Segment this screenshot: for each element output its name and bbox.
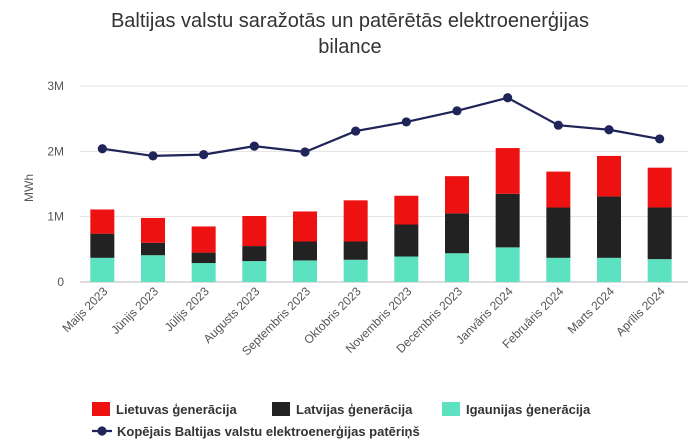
x-tick-label-11: Aprīlis 2024 <box>613 284 668 339</box>
y-tick-label-1: 1M <box>47 210 64 224</box>
bar-s2-8 <box>496 148 520 194</box>
y-axis-label: MWh <box>22 174 36 202</box>
consumption-point-0 <box>98 144 107 153</box>
chart-svg: Baltijas valstu saražotās un patērētās e… <box>0 0 700 443</box>
bar-s1-4 <box>293 241 317 260</box>
bar-s1-10 <box>597 196 621 257</box>
consumption-point-9 <box>554 121 563 130</box>
bar-s1-5 <box>344 241 368 259</box>
bar-s0-2 <box>192 263 216 282</box>
bar-s1-2 <box>192 253 216 263</box>
x-tick-label-1: Jūnijs 2023 <box>108 284 161 337</box>
bar-s2-7 <box>445 176 469 213</box>
bar-s1-1 <box>141 243 165 255</box>
bar-s2-2 <box>192 226 216 252</box>
bar-s2-6 <box>394 196 418 225</box>
bar-s0-1 <box>141 255 165 282</box>
y-axis-ticks: 0 1M 2M 3M <box>47 79 64 289</box>
y-tick-label-2: 2M <box>47 144 64 158</box>
bar-s2-4 <box>293 211 317 241</box>
consumption-point-1 <box>148 151 157 160</box>
consumption-point-7 <box>452 106 461 115</box>
bar-s2-0 <box>90 209 114 233</box>
consumption-point-11 <box>655 134 664 143</box>
consumption-line <box>102 98 659 156</box>
y-tick-label-3: 3M <box>47 79 64 93</box>
legend-swatch-0 <box>92 402 110 416</box>
bar-s2-11 <box>648 168 672 208</box>
bar-s0-5 <box>344 260 368 282</box>
grid-layer <box>80 86 688 282</box>
bar-s2-9 <box>546 172 570 208</box>
legend: Lietuvas ģenerācija Latvijas ģenerācija Ig… <box>92 402 591 439</box>
chart-root: Baltijas valstu saražotās un patērētās e… <box>0 0 700 443</box>
line-layer <box>98 93 665 160</box>
legend-label-1: Latvijas ģenerācija <box>296 402 413 417</box>
consumption-point-8 <box>503 93 512 102</box>
chart-title-line-2: bilance <box>318 36 381 58</box>
consumption-point-6 <box>402 117 411 126</box>
legend-line-marker <box>97 426 106 435</box>
bar-s2-10 <box>597 156 621 197</box>
bar-s0-8 <box>496 247 520 282</box>
bar-s2-3 <box>242 216 266 246</box>
bar-s0-0 <box>90 258 114 282</box>
bar-s0-10 <box>597 258 621 282</box>
consumption-point-2 <box>199 150 208 159</box>
bar-s1-0 <box>90 234 114 258</box>
consumption-point-3 <box>250 142 259 151</box>
bar-s0-3 <box>242 261 266 282</box>
chart-title-line-1: Baltijas valstu saražotās un patērētās e… <box>111 10 589 32</box>
consumption-point-5 <box>351 126 360 135</box>
legend-swatch-1 <box>272 402 290 416</box>
bar-s1-8 <box>496 194 520 248</box>
bar-s1-11 <box>648 208 672 260</box>
x-tick-label-0: Maijs 2023 <box>60 284 111 335</box>
bar-s0-7 <box>445 253 469 282</box>
bar-s1-9 <box>546 208 570 258</box>
bar-s0-4 <box>293 260 317 282</box>
x-tick-label-2: Jūlijs 2023 <box>162 284 212 334</box>
legend-label-0: Lietuvas ģenerācija <box>116 402 237 417</box>
legend-swatch-2 <box>442 402 460 416</box>
consumption-point-10 <box>604 125 613 134</box>
bar-s0-6 <box>394 257 418 282</box>
bar-s2-5 <box>344 200 368 241</box>
bar-s1-7 <box>445 213 469 253</box>
bar-s0-9 <box>546 258 570 282</box>
bar-s1-3 <box>242 246 266 261</box>
bar-s2-1 <box>141 218 165 243</box>
legend-label-2: Igaunijas ģenerācija <box>466 402 591 417</box>
x-tick-label-10: Marts 2024 <box>565 284 618 337</box>
bar-s0-11 <box>648 259 672 282</box>
bar-layer <box>90 148 671 282</box>
y-tick-label-0: 0 <box>57 275 64 289</box>
consumption-point-4 <box>300 147 309 156</box>
bar-s1-6 <box>394 225 418 257</box>
legend-label-consumption: Kopējais Baltijas valstu elektroenerģija… <box>117 424 420 439</box>
